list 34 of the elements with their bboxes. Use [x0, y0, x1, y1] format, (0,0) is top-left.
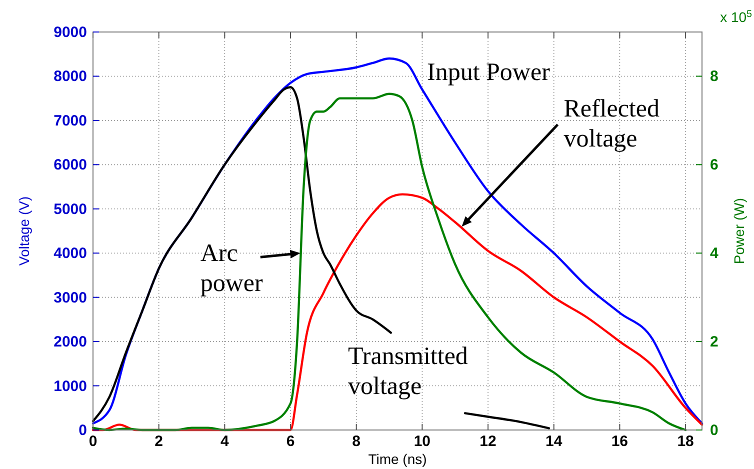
y-tick-label: 4000 — [54, 245, 87, 262]
x-tick-label: 6 — [286, 433, 295, 450]
annotation: Transmitted voltage — [348, 343, 468, 400]
y-tick-label: 9000 — [54, 24, 87, 41]
y2-tick-label: 6 — [710, 156, 718, 174]
text: x 10$^{5}$ — [720, 8, 753, 25]
x-axis-title: Time (ns) — [368, 451, 427, 467]
y-tick-label: 5000 — [54, 200, 87, 218]
annotation: Reflected voltage — [564, 96, 660, 153]
y-tick-label: 3000 — [54, 289, 87, 306]
line-series — [92, 193, 704, 432]
y-tick-label: 6000 — [54, 156, 87, 174]
y2-tick-label: 0 — [710, 422, 718, 439]
x-tick-label: 0 — [88, 433, 98, 450]
x-tick-label: 18 — [677, 433, 694, 450]
y-tick-label: 0 — [78, 422, 87, 439]
annotation: Arc power — [200, 240, 264, 298]
x-tick-label: 2 — [154, 433, 164, 450]
x-tick-label: 12 — [480, 433, 496, 450]
y-axis-title: Voltage (V) — [16, 196, 32, 266]
x-tick-label: 8 — [352, 433, 361, 450]
annotation: Input Power — [427, 59, 551, 86]
y2-tick-label: 8 — [710, 68, 718, 86]
x-tick-label: 4 — [220, 433, 230, 450]
y2-tick-label: 2 — [710, 334, 718, 351]
y2-axis-title: Power (W) — [731, 198, 747, 264]
y-tick-label: 7000 — [54, 112, 87, 130]
y-tick-label: 1000 — [54, 378, 87, 395]
x-tick-label: 14 — [546, 433, 563, 450]
y-tick-label: 2000 — [54, 334, 87, 351]
y-tick-label: 8000 — [54, 68, 87, 86]
x-tick-label: 16 — [611, 433, 628, 450]
x-tick-label: 10 — [414, 433, 431, 450]
y2-tick-label: 4 — [710, 245, 719, 262]
